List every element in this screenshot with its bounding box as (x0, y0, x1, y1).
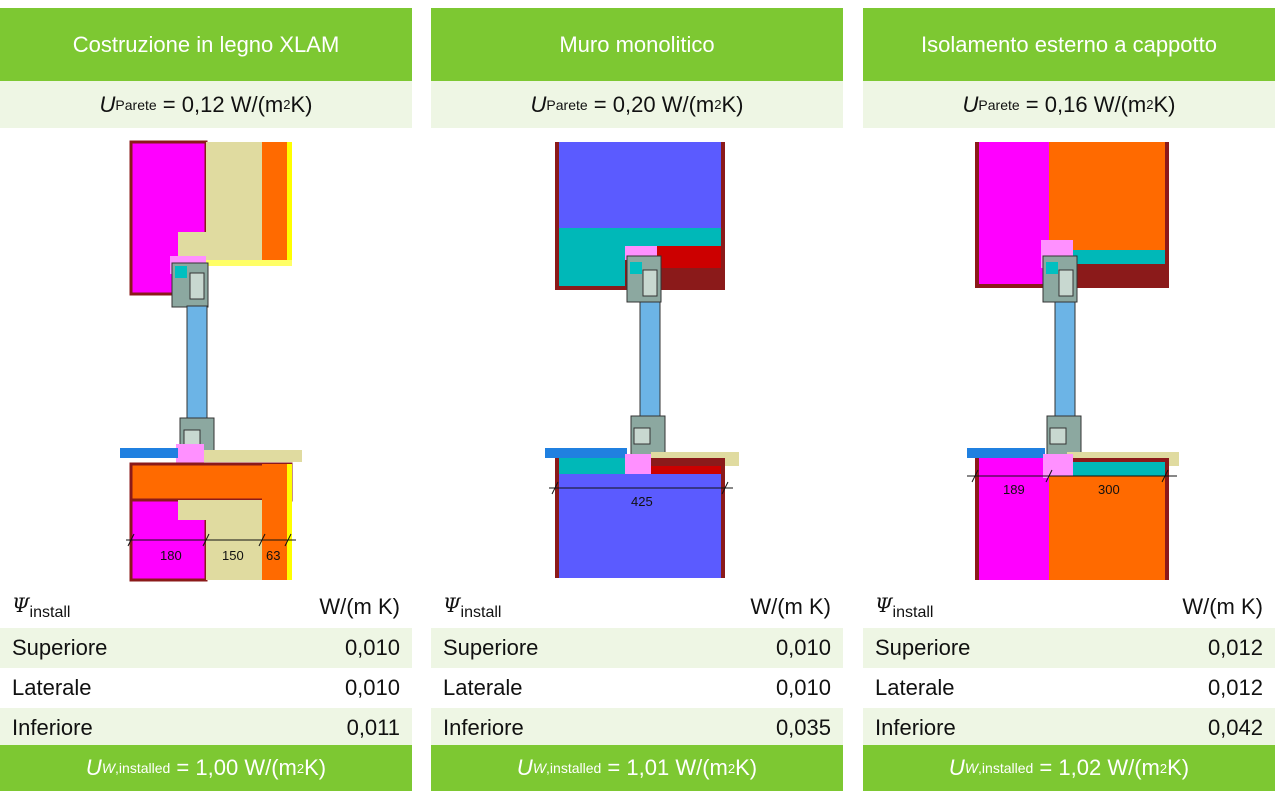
table-row: Inferiore 0,042 (863, 708, 1275, 748)
psi-unit: W/(m K) (750, 594, 831, 619)
panel-title: Muro monolitico (431, 8, 843, 81)
section-drawing-cappotto: 189 300 (863, 128, 1275, 583)
table-row: Laterale 0,010 (443, 675, 831, 700)
psi-symbol: Ψinstall (875, 592, 934, 621)
psi-symbol: Ψinstall (443, 592, 502, 621)
psi-header-row: Ψinstall W/(m K) (431, 588, 843, 626)
uw-installed-formula: U W,installed = 1,02 W/(m 2 K) (863, 745, 1275, 791)
dim-label: 300 (1098, 482, 1120, 497)
dim-label: 150 (222, 548, 244, 563)
u-wall-formula: U Parete = 0,20 W/(m 2 K) (431, 81, 843, 128)
panel-title: Isolamento esterno a cappotto (863, 8, 1275, 81)
u-wall-formula: U Parete = 0,16 W/(m 2 K) (863, 81, 1275, 128)
table-row: Inferiore 0,035 (431, 708, 843, 748)
uw-installed-formula: U W,installed = 1,00 W/(m 2 K) (0, 745, 412, 791)
panel-xlam: Costruzione in legno XLAM U Parete = 0,12… (0, 8, 412, 791)
panel-title: Costruzione in legno XLAM (0, 8, 412, 81)
dim-label: 425 (631, 494, 653, 509)
psi-unit: W/(m K) (319, 594, 400, 619)
psi-header-row: Ψinstall W/(m K) (863, 588, 1275, 626)
dim-label: 63 (266, 548, 280, 563)
table-row: Laterale 0,012 (875, 675, 1263, 700)
dim-label: 189 (1003, 482, 1025, 497)
table-row: Superiore 0,010 (431, 628, 843, 668)
section-drawing-monolitico: 425 (431, 128, 843, 583)
panel-monolitico: Muro monolitico U Parete = 0,20 W/(m 2 K) (431, 8, 843, 791)
table-row: Laterale 0,010 (12, 675, 400, 700)
panel-cappotto: Isolamento esterno a cappotto U Parete = … (863, 8, 1275, 791)
psi-header-row: Ψinstall W/(m K) (0, 588, 412, 626)
section-drawing-xlam: 180 150 63 (0, 128, 412, 583)
psi-unit: W/(m K) (1182, 594, 1263, 619)
table-row: Superiore 0,012 (863, 628, 1275, 668)
u-wall-formula: U Parete = 0,12 W/(m 2 K) (0, 81, 412, 128)
table-row: Inferiore 0,011 (0, 708, 412, 748)
table-row: Superiore 0,010 (0, 628, 412, 668)
uw-installed-formula: U W,installed = 1,01 W/(m 2 K) (431, 745, 843, 791)
psi-symbol: Ψinstall (12, 592, 71, 621)
dim-label: 180 (160, 548, 182, 563)
